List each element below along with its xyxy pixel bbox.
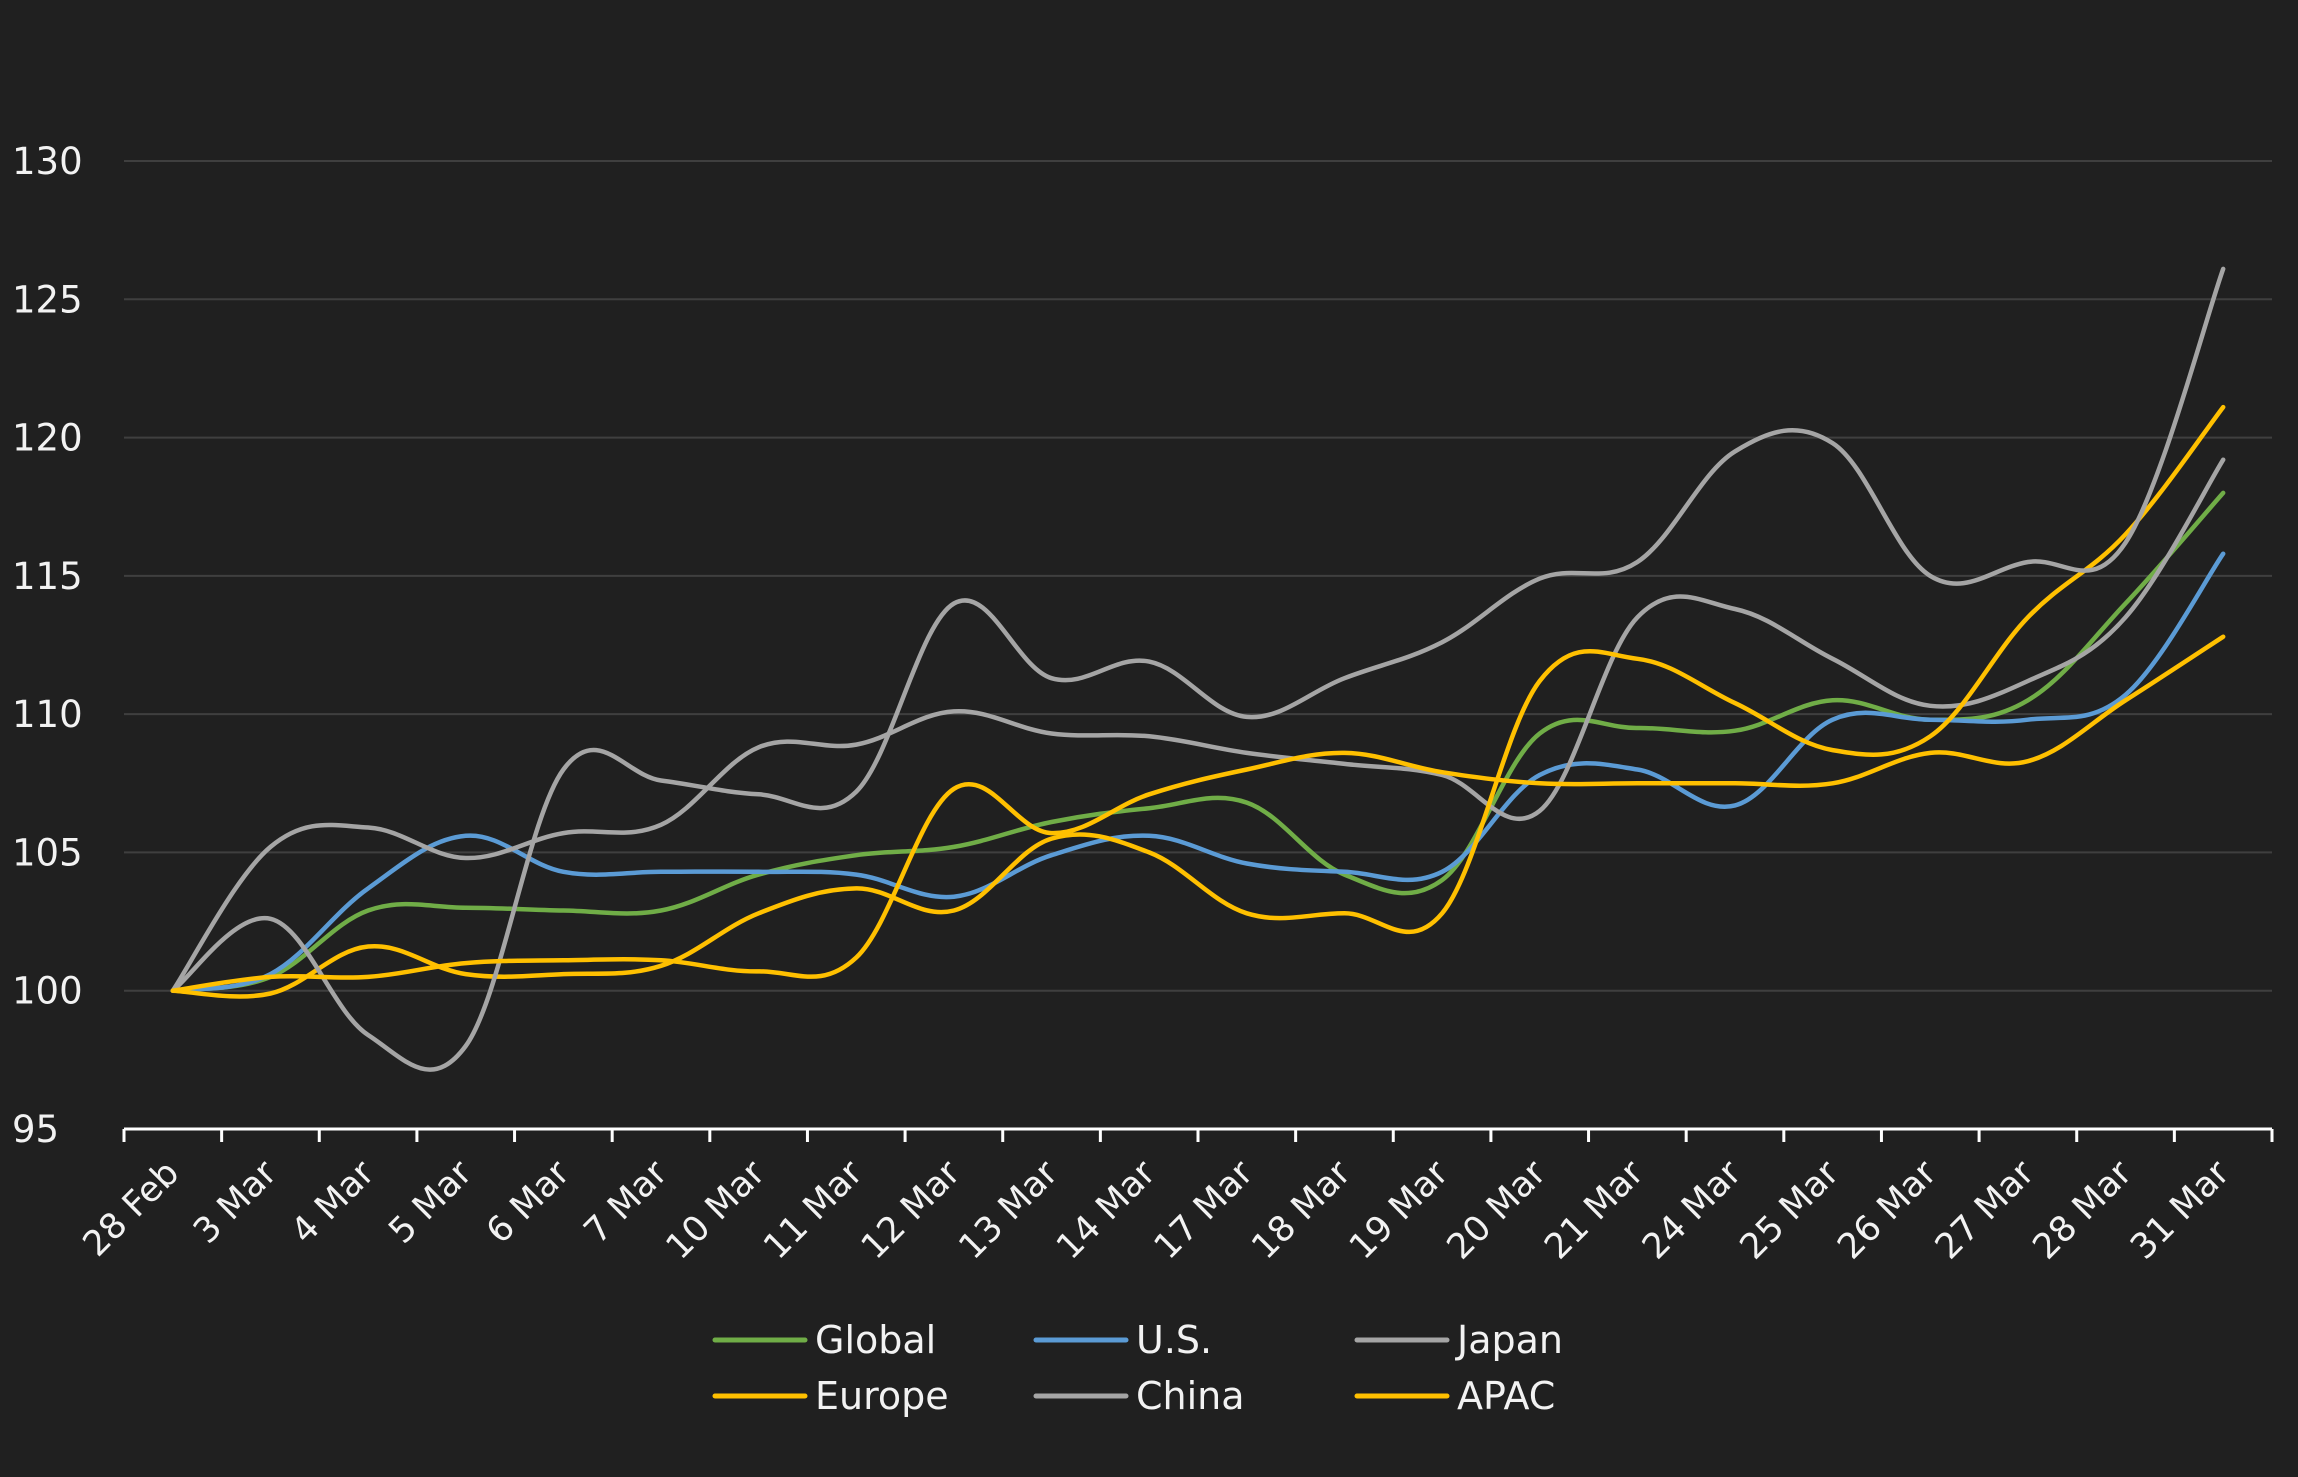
legend: Global U.S. Japan Europe China APAC	[712, 1318, 1563, 1418]
series-line-europe	[170, 404, 2226, 999]
legend-item: China	[1033, 1374, 1245, 1418]
series-line-japan	[170, 457, 2226, 993]
series-line-apac	[170, 634, 2226, 993]
y-tick-label: 130	[12, 140, 83, 183]
x-axis	[122, 1127, 2274, 1142]
x-tick-label: 18 Mar	[1244, 1153, 1359, 1268]
x-tick-label: 4 Mar	[284, 1153, 383, 1252]
x-tick-label: 28 Mar	[2026, 1153, 2141, 1268]
y-tick-label: 120	[12, 417, 83, 460]
legend-label: Europe	[815, 1374, 949, 1418]
legend-label: APAC	[1457, 1374, 1555, 1418]
legend-item: APAC	[1354, 1374, 1555, 1418]
x-tick-label: 26 Mar	[1830, 1153, 1945, 1268]
y-tick-label: 100	[12, 970, 83, 1013]
legend-item: Europe	[712, 1374, 949, 1418]
y-tick-label: 110	[12, 693, 83, 736]
legend-item: U.S.	[1033, 1318, 1212, 1362]
series-line-china	[170, 266, 2226, 1072]
series-line-u-s	[170, 551, 2226, 993]
x-tick-label: 12 Mar	[854, 1153, 969, 1268]
x-tick-label: 10 Mar	[659, 1153, 774, 1268]
x-tick-label: 20 Mar	[1440, 1153, 1555, 1268]
legend-label: Japan	[1455, 1318, 1563, 1362]
x-tick-label: 13 Mar	[952, 1153, 1067, 1268]
y-tick-label: 115	[12, 555, 83, 598]
x-tick-label: 27 Mar	[1928, 1153, 2043, 1268]
x-tick-label: 19 Mar	[1342, 1153, 1457, 1268]
x-tick-label: 25 Mar	[1733, 1153, 1848, 1268]
legend-label: Global	[815, 1318, 936, 1362]
y-axis-tick-labels: 95 100 105 110 115 120 125 130	[12, 140, 83, 1151]
x-tick-label: 14 Mar	[1049, 1153, 1164, 1268]
y-tick-label: 125	[12, 278, 83, 321]
legend-label: U.S.	[1136, 1318, 1212, 1362]
legend-item: Global	[712, 1318, 936, 1362]
x-tick-label: 5 Mar	[381, 1153, 480, 1252]
legend-item: Japan	[1354, 1318, 1563, 1362]
x-tick-label: 6 Mar	[479, 1153, 578, 1252]
legend-label: China	[1136, 1374, 1245, 1418]
y-tick-label: 95	[12, 1108, 59, 1151]
x-tick-label: 21 Mar	[1537, 1153, 1652, 1268]
y-tick-label: 105	[12, 831, 83, 874]
series-lines	[170, 266, 2226, 1072]
x-tick-label: 11 Mar	[756, 1153, 871, 1268]
x-tick-label: 28 Feb	[76, 1153, 187, 1264]
x-tick-label: 17 Mar	[1147, 1153, 1262, 1268]
x-tick-label: 24 Mar	[1635, 1153, 1750, 1268]
gridlines	[124, 160, 2272, 992]
x-tick-label: 31 Mar	[2123, 1153, 2238, 1268]
x-tick-label: 3 Mar	[186, 1153, 285, 1252]
